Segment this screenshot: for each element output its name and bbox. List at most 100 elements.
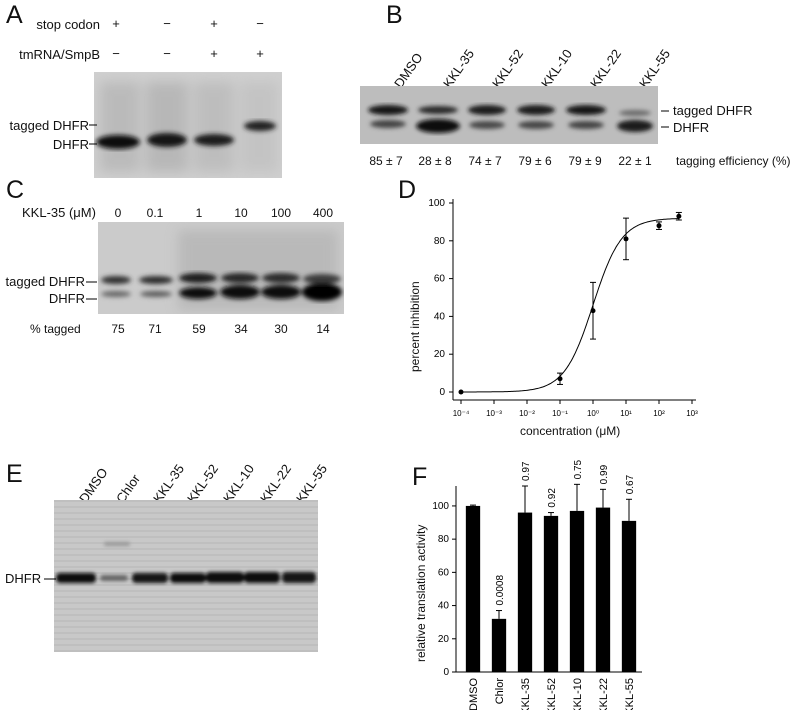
f-category-label: Chlor bbox=[494, 678, 506, 705]
tmrna-smpb-label: tmRNA/SmpB bbox=[19, 47, 100, 62]
f-p-value-label: 0.75 bbox=[573, 459, 584, 479]
f-bar bbox=[595, 507, 611, 672]
c-tagged-5: 14 bbox=[316, 322, 330, 336]
b-eff-kkl52: 74 ± 7 bbox=[468, 154, 502, 168]
e-dhfr-label: DHFR bbox=[5, 571, 42, 586]
stop-codon-label: stop codon bbox=[36, 17, 100, 32]
f-p-value-label: 0.67 bbox=[625, 474, 636, 494]
d-data-point bbox=[623, 236, 629, 242]
f-p-value-label: 0.97 bbox=[521, 461, 532, 481]
f-category-label: DMSO bbox=[468, 678, 480, 710]
c-tagged-4: 30 bbox=[274, 322, 288, 336]
d-axes: 0 20 40 60 80 100 10⁻⁴ 10⁻³ 10⁻² 10⁻¹ 10⁰ 10¹ 10² 10³ bbox=[428, 198, 698, 418]
f-y-tick-label: 40 bbox=[438, 601, 450, 612]
f-bar bbox=[491, 618, 507, 672]
b-efficiency-label: tagging efficiency (%) bbox=[676, 154, 791, 168]
d-fit-curve bbox=[461, 218, 679, 393]
panel-b-letter: B bbox=[386, 1, 403, 29]
c-conc-0: 0 bbox=[114, 206, 122, 220]
d-data-point bbox=[656, 223, 662, 229]
c-conc-5: 400 bbox=[312, 206, 334, 220]
f-category-label: KKL-55 bbox=[624, 678, 636, 710]
d-x-tick-label: 10⁻² bbox=[519, 409, 535, 418]
c-tagged-2: 59 bbox=[192, 322, 206, 336]
d-y-tick-label: 20 bbox=[434, 349, 446, 360]
f-y-tick-label: 20 bbox=[438, 634, 450, 645]
d-x-tick-label: 10⁰ bbox=[587, 409, 599, 418]
d-x-tick-label: 10⁻¹ bbox=[552, 409, 568, 418]
panel-e-letter: E bbox=[6, 460, 23, 488]
gel-image-a bbox=[94, 72, 282, 178]
gel-image-c bbox=[98, 222, 344, 314]
f-category-label: KKL-35 bbox=[520, 678, 532, 710]
d-y-tick-label: 100 bbox=[428, 198, 445, 209]
d-data-point bbox=[458, 389, 464, 395]
d-x-tick-label: 10⁻³ bbox=[486, 409, 502, 418]
d-xlabel: concentration (μM) bbox=[520, 424, 621, 438]
b-eff-kkl55: 22 ± 1 bbox=[618, 154, 652, 168]
f-bar bbox=[543, 515, 559, 672]
panel-a-letter: A bbox=[6, 1, 23, 29]
f-category-label: KKL-10 bbox=[572, 678, 584, 710]
f-bar bbox=[517, 512, 533, 672]
b-eff-kkl10: 79 ± 6 bbox=[518, 154, 552, 168]
f-bars: DMSO Chlor 0.0008 KKL-35 0.97 KKL-52 0.92 KKL-1… bbox=[465, 459, 637, 710]
f-ylabel: relative translation activity bbox=[414, 524, 428, 662]
b-eff-kkl22: 79 ± 9 bbox=[568, 154, 602, 168]
d-x-tick-label: 10¹ bbox=[620, 409, 632, 418]
gel-b-bands bbox=[360, 86, 658, 144]
f-y-tick-label: 80 bbox=[438, 534, 450, 545]
panel-d-letter: D bbox=[398, 176, 417, 204]
f-category-label: KKL-52 bbox=[546, 678, 558, 710]
d-data-point bbox=[590, 308, 596, 314]
a-stop-lane2: − bbox=[163, 16, 171, 31]
f-p-value-label: 0.0008 bbox=[495, 575, 506, 606]
gel-image-b bbox=[360, 86, 658, 144]
f-y-tick-label: 0 bbox=[443, 667, 449, 678]
c-tagged-dhfr-label: tagged DHFR bbox=[5, 274, 85, 289]
b-eff-dmso: 85 ± 7 bbox=[369, 154, 403, 168]
gel-a-bands bbox=[94, 72, 282, 178]
f-p-value-label: 0.92 bbox=[547, 488, 558, 508]
d-data-point bbox=[676, 213, 682, 219]
c-tagged-0: 75 bbox=[111, 322, 125, 336]
b-dhfr-label: DHFR bbox=[673, 120, 710, 135]
d-x-tick-label: 10² bbox=[653, 409, 665, 418]
d-x-tick-label: 10³ bbox=[686, 409, 698, 418]
c-conc-4: 100 bbox=[270, 206, 292, 220]
f-bar bbox=[569, 510, 585, 672]
a-dhfr-label: DHFR bbox=[52, 137, 89, 152]
b-tagged-dhfr-label: tagged DHFR bbox=[673, 103, 753, 118]
f-p-value-label: 0.99 bbox=[599, 464, 610, 484]
d-y-tick-label: 40 bbox=[434, 311, 446, 322]
a-tm-lane4: + bbox=[256, 46, 264, 61]
a-tm-lane2: − bbox=[163, 46, 171, 61]
f-axes: 0 20 40 60 80 100 bbox=[432, 486, 642, 678]
c-dhfr-label: DHFR bbox=[48, 291, 85, 306]
f-y-tick-label: 100 bbox=[432, 501, 449, 512]
gel-e-bands bbox=[54, 500, 318, 652]
a-stop-lane4: − bbox=[256, 16, 264, 31]
a-tagged-dhfr-label: tagged DHFR bbox=[9, 118, 89, 133]
c-conc-3: 10 bbox=[234, 206, 248, 220]
a-tm-lane1: − bbox=[112, 46, 120, 61]
f-category-label: KKL-22 bbox=[598, 678, 610, 710]
c-tagged-label: % tagged bbox=[30, 322, 81, 336]
gel-c-bands bbox=[98, 222, 344, 314]
c-conc-label: KKL-35 (μM) bbox=[22, 205, 96, 220]
c-conc-2: 1 bbox=[195, 206, 203, 220]
a-stop-lane1: + bbox=[112, 16, 120, 31]
d-y-tick-label: 0 bbox=[439, 387, 445, 398]
d-points bbox=[458, 211, 682, 395]
a-tm-lane3: + bbox=[210, 46, 218, 61]
d-y-tick-label: 80 bbox=[434, 236, 446, 247]
c-tagged-1: 71 bbox=[148, 322, 162, 336]
d-data-point bbox=[557, 376, 563, 382]
d-x-tick-label: 10⁻⁴ bbox=[453, 409, 470, 418]
f-y-tick-label: 60 bbox=[438, 567, 450, 578]
